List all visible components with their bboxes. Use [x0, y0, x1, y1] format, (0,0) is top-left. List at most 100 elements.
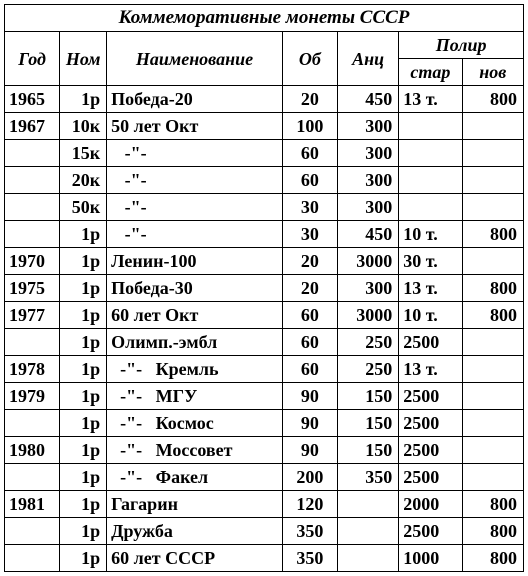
cell-nov: [462, 329, 523, 356]
cell-anc: 250: [337, 356, 398, 383]
cell-ob: 60: [282, 356, 337, 383]
cell-ob: 100: [282, 113, 337, 140]
cell-name: -"- МГУ: [107, 383, 283, 410]
cell-ob: 350: [282, 545, 337, 572]
cell-year: [5, 194, 60, 221]
table-row: 1рДружба3502500800: [5, 518, 524, 545]
cell-star: 30 т.: [399, 248, 462, 275]
cell-nov: 800: [462, 86, 523, 113]
cell-name: Гагарин: [107, 491, 283, 518]
cell-name: Ленин-100: [107, 248, 283, 275]
cell-ob: 200: [282, 464, 337, 491]
table-row: 19781р -"- Кремль6025013 т.: [5, 356, 524, 383]
cell-year: 1975: [5, 275, 60, 302]
cell-name: -"- Кремль: [107, 356, 283, 383]
cell-anc: 450: [337, 221, 398, 248]
cell-nom: 1р: [60, 464, 107, 491]
cell-year: 1981: [5, 491, 60, 518]
cell-nom: 1р: [60, 86, 107, 113]
col-polir: Полир: [399, 32, 524, 59]
cell-ob: 20: [282, 86, 337, 113]
table-row: 1р -"- Факел2003502500: [5, 464, 524, 491]
cell-name: Победа-30: [107, 275, 283, 302]
table-row: 19811рГагарин1202000800: [5, 491, 524, 518]
cell-year: 1970: [5, 248, 60, 275]
cell-name: -"- Космос: [107, 410, 283, 437]
cell-anc: 300: [337, 275, 398, 302]
cell-anc: 150: [337, 410, 398, 437]
cell-ob: 60: [282, 140, 337, 167]
cell-nom: 1р: [60, 221, 107, 248]
cell-nov: 800: [462, 518, 523, 545]
cell-anc: 3000: [337, 248, 398, 275]
cell-name: Победа-20: [107, 86, 283, 113]
commemorative-coins-table: Коммеморативные монеты СССР Год Ном Наим…: [4, 4, 524, 572]
cell-nov: [462, 410, 523, 437]
table-row: 1рОлимп.-эмбл602502500: [5, 329, 524, 356]
cell-nom: 1р: [60, 302, 107, 329]
cell-anc: 450: [337, 86, 398, 113]
table-body: 19651рПобеда-202045013 т.800196710к50 ле…: [5, 86, 524, 572]
cell-anc: 300: [337, 113, 398, 140]
cell-nom: 50к: [60, 194, 107, 221]
cell-nov: [462, 167, 523, 194]
col-nov: нов: [462, 59, 523, 86]
cell-ob: 90: [282, 383, 337, 410]
cell-name: -"-: [107, 221, 283, 248]
cell-nom: 1р: [60, 383, 107, 410]
cell-nov: 800: [462, 545, 523, 572]
table-row: 19791р -"- МГУ901502500: [5, 383, 524, 410]
table-row: 1р -"-3045010 т.800: [5, 221, 524, 248]
cell-nov: [462, 113, 523, 140]
cell-nov: [462, 356, 523, 383]
cell-star: 1000: [399, 545, 462, 572]
col-name: Наименование: [107, 32, 283, 86]
cell-star: [399, 113, 462, 140]
cell-nov: [462, 437, 523, 464]
cell-year: [5, 518, 60, 545]
table-row: 19801р -"- Моссовет901502500: [5, 437, 524, 464]
cell-anc: 250: [337, 329, 398, 356]
cell-name: -"-: [107, 194, 283, 221]
cell-nom: 1р: [60, 518, 107, 545]
cell-anc: 300: [337, 167, 398, 194]
cell-anc: [337, 518, 398, 545]
cell-year: [5, 221, 60, 248]
col-nom: Ном: [60, 32, 107, 86]
cell-year: 1967: [5, 113, 60, 140]
cell-star: 13 т.: [399, 86, 462, 113]
cell-ob: 60: [282, 167, 337, 194]
cell-star: 2500: [399, 464, 462, 491]
cell-anc: 300: [337, 194, 398, 221]
cell-star: 2500: [399, 518, 462, 545]
cell-year: 1978: [5, 356, 60, 383]
col-ob: Об: [282, 32, 337, 86]
cell-year: 1965: [5, 86, 60, 113]
cell-nom: 1р: [60, 275, 107, 302]
cell-nom: 1р: [60, 410, 107, 437]
cell-star: 2500: [399, 383, 462, 410]
cell-name: -"-: [107, 167, 283, 194]
table-row: 19771р60 лет Окт60300010 т.800: [5, 302, 524, 329]
cell-nom: 1р: [60, 437, 107, 464]
cell-year: [5, 545, 60, 572]
cell-year: 1980: [5, 437, 60, 464]
cell-nom: 15к: [60, 140, 107, 167]
cell-anc: 150: [337, 437, 398, 464]
col-year: Год: [5, 32, 60, 86]
cell-nom: 1р: [60, 491, 107, 518]
cell-star: 10 т.: [399, 221, 462, 248]
cell-year: [5, 140, 60, 167]
cell-year: 1979: [5, 383, 60, 410]
table-row: 50к -"-30300: [5, 194, 524, 221]
cell-name: 60 лет СССР: [107, 545, 283, 572]
cell-star: 2500: [399, 437, 462, 464]
cell-star: 2500: [399, 410, 462, 437]
table-row: 1р60 лет СССР350 1000800: [5, 545, 524, 572]
cell-nom: 10к: [60, 113, 107, 140]
cell-nom: 1р: [60, 545, 107, 572]
cell-nom: 1р: [60, 356, 107, 383]
cell-ob: 350: [282, 518, 337, 545]
cell-anc: 350: [337, 464, 398, 491]
cell-nov: 800: [462, 302, 523, 329]
